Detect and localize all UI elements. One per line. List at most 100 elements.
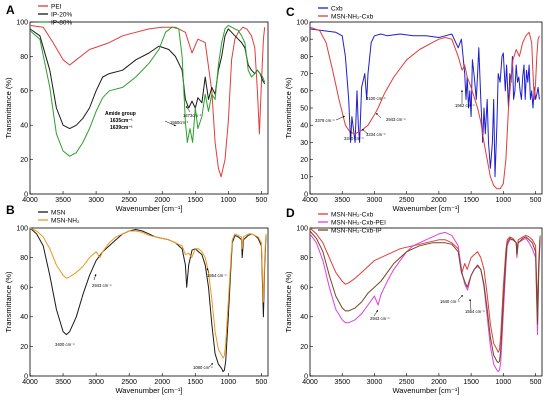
annotation-arrowhead: [173, 124, 176, 127]
legend-entry: MSN-NH₂: [51, 217, 80, 224]
series-line-1: [29, 24, 266, 178]
peak-annotation: 3378 cm⁻¹: [315, 118, 335, 123]
chart-panel-a: 0 20 40 60 80 100 4000 3500 3000 2500 2000 1500 1000…: [4, 3, 269, 213]
legend-entry: MSN: [51, 209, 66, 216]
x-tick-label: 1500: [463, 197, 479, 204]
plot-frame: [29, 227, 269, 377]
y-tick-label: 100: [16, 225, 28, 232]
annotation-arrowhead: [460, 295, 463, 298]
y-tick-label: 80: [300, 54, 308, 61]
y-tick-label: 40: [300, 123, 308, 130]
y-tick-label: 70: [300, 71, 308, 78]
peak-annotation: 3100 cm⁻¹: [366, 96, 386, 101]
x-tick-label: 500: [256, 197, 268, 204]
x-tick-label: 3000: [88, 379, 104, 386]
peak-annotation: 3234 cm⁻¹: [366, 132, 386, 137]
x-tick-label: 2500: [399, 197, 415, 204]
x-tick-label: 1500: [187, 197, 203, 204]
series-line-1: [309, 28, 540, 178]
x-tick-label: 1000: [496, 379, 512, 386]
chart-panel-d: 0 20 40 60 80 100 4000 3500 3000 2500 2000 1500 1000…: [284, 206, 543, 395]
y-tick-label: 60: [20, 285, 28, 292]
x-tick-label: 2500: [121, 197, 137, 204]
legend-entry: MSN-NH₂-Cxb-PEI: [331, 219, 386, 226]
peak-annotation: 1554 cm⁻¹: [465, 309, 485, 314]
x-tick-label: 4000: [302, 197, 318, 204]
plot-frame: [309, 21, 543, 195]
peak-annotation: 1080 cm⁻¹: [193, 365, 213, 370]
x-tick-label: 2000: [154, 379, 170, 386]
annotation-arrowhead: [186, 106, 188, 109]
y-axis-label: Transmittance (%): [4, 77, 13, 138]
x-tick-label: 3000: [367, 379, 383, 386]
x-tick-label: 3500: [55, 379, 71, 386]
y-tick-label: 0: [304, 191, 308, 198]
peak-annotation: Amide group: [105, 111, 136, 117]
peak-annotation: 1635cm⁻¹: [110, 118, 133, 124]
y-tick-label: 0: [24, 373, 28, 380]
y-tick-label: 60: [20, 88, 28, 95]
x-tick-label: 3500: [55, 197, 71, 204]
y-tick-label: 40: [20, 123, 28, 130]
legend-entry: IP-20%: [51, 11, 73, 18]
y-tick-label: 20: [300, 344, 308, 351]
chart-panel-c: 0 10 20 30 40 50 60 70 80 90 100 4000 3500 3000 2500 20…: [284, 5, 543, 213]
y-tick-label: 90: [300, 37, 308, 44]
peak-annotation: 1560cm⁻¹: [170, 120, 189, 125]
y-tick-label: 50: [300, 105, 308, 112]
y-tick-label: 0: [304, 373, 308, 380]
y-tick-label: 40: [300, 314, 308, 321]
series-line-2: [309, 26, 540, 190]
peak-annotation: 2943 cm⁻¹: [386, 117, 406, 122]
y-tick-label: 30: [300, 140, 308, 147]
x-tick-label: 500: [530, 197, 542, 204]
legend-entry: MSN-NH₂-Cxb: [331, 13, 374, 20]
x-axis-label: Wavenumber [cm⁻¹]: [392, 204, 459, 213]
annotation-arrowhead: [376, 310, 378, 313]
peak-annotation: 1562 cm⁻¹: [455, 103, 475, 108]
legend-entry: Cxb: [331, 5, 343, 12]
peak-annotation: 2943 cm⁻¹: [370, 316, 390, 321]
legend-entry: MSN-NH₂-Cxb: [331, 211, 374, 218]
panel-letter: D: [286, 206, 295, 220]
series-line-1: [309, 227, 541, 353]
x-tick-label: 1000: [221, 197, 237, 204]
annotation-arrowhead: [461, 90, 463, 92]
y-tick-label: 40: [20, 314, 28, 321]
y-tick-label: 80: [20, 54, 28, 61]
x-axis-label: Wavenumber [cm⁻¹]: [115, 386, 182, 395]
x-axis-label: Wavenumber [cm⁻¹]: [392, 386, 459, 395]
panel-letter: C: [286, 5, 295, 19]
series-line-3: [29, 24, 266, 157]
x-tick-label: 4000: [302, 379, 318, 386]
x-tick-label: 4000: [22, 197, 38, 204]
annotation-arrowhead: [342, 115, 345, 118]
x-tick-label: 3500: [334, 379, 350, 386]
x-tick-label: 3000: [367, 197, 383, 204]
plot-frame: [309, 227, 543, 377]
y-tick-label: 80: [300, 255, 308, 262]
y-axis-label: Transmittance (%): [284, 77, 293, 138]
annotation-arrowhead: [376, 113, 379, 116]
series-line-3: [309, 230, 541, 364]
y-tick-label: 100: [296, 19, 308, 26]
x-tick-label: 1000: [496, 197, 512, 204]
panel-letter: A: [6, 3, 15, 17]
y-tick-label: 60: [300, 285, 308, 292]
plot-frame: [29, 21, 269, 195]
annotation-arrow: [164, 120, 177, 127]
peak-annotation: 1640 cm⁻¹: [440, 299, 460, 304]
series-line-2: [29, 227, 267, 359]
peak-annotation: 1639cm⁻¹: [110, 125, 133, 131]
x-axis-label: Wavenumber [cm⁻¹]: [115, 204, 182, 213]
x-tick-label: 2000: [431, 197, 447, 204]
series-line-2: [29, 28, 266, 130]
peak-annotation: 3400 cm⁻¹: [55, 342, 75, 347]
y-tick-label: 100: [296, 225, 308, 232]
y-tick-label: 100: [16, 19, 28, 26]
x-tick-label: 1500: [187, 379, 203, 386]
x-tick-label: 500: [530, 379, 542, 386]
chart-panel-b: 0 20 40 60 80 100 4000 3500 3000 2500 2000 1500 1000…: [4, 203, 269, 395]
series-line-1: [29, 227, 267, 373]
peak-annotation: 2943 cm⁻¹: [92, 283, 112, 288]
